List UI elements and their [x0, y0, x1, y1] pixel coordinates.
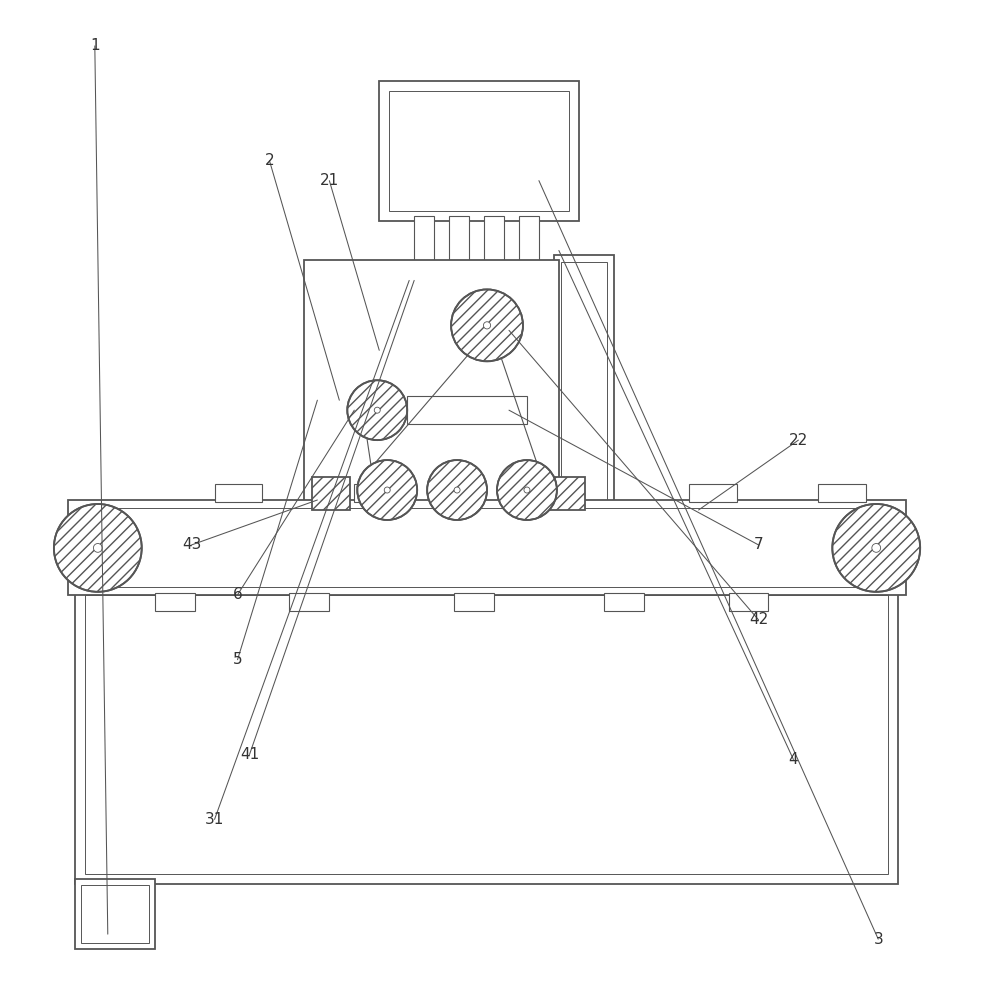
Circle shape	[451, 289, 523, 361]
Bar	[312, 477, 350, 510]
Bar	[454, 593, 494, 611]
Circle shape	[483, 322, 491, 329]
Bar	[105, 508, 869, 587]
Bar	[75, 879, 155, 949]
Bar	[689, 484, 737, 502]
Bar	[68, 500, 906, 595]
Circle shape	[374, 407, 380, 413]
Bar	[389, 91, 569, 211]
Circle shape	[54, 504, 142, 592]
Circle shape	[357, 460, 417, 520]
Text: 41: 41	[240, 747, 259, 762]
Bar	[407, 396, 527, 424]
Bar	[215, 484, 262, 502]
Bar	[604, 593, 644, 611]
Circle shape	[347, 380, 407, 440]
Bar	[729, 593, 768, 611]
Circle shape	[524, 487, 530, 493]
Text: 3: 3	[873, 932, 883, 947]
Bar	[818, 484, 866, 502]
Bar	[561, 262, 607, 518]
Bar	[289, 593, 329, 611]
Text: 1: 1	[90, 38, 100, 53]
Circle shape	[872, 544, 880, 552]
Text: 42: 42	[748, 612, 768, 627]
Bar	[449, 216, 469, 280]
Bar	[554, 255, 614, 525]
Circle shape	[832, 504, 920, 592]
Bar	[519, 216, 539, 280]
Text: 4: 4	[788, 752, 798, 767]
Bar	[414, 216, 434, 280]
Bar	[155, 593, 195, 611]
Text: 6: 6	[233, 587, 243, 602]
Circle shape	[497, 460, 557, 520]
Text: 5: 5	[233, 652, 243, 667]
Text: 22: 22	[788, 433, 808, 448]
Text: 43: 43	[182, 537, 202, 552]
Circle shape	[384, 487, 390, 493]
Bar	[484, 216, 504, 280]
Bar	[379, 81, 579, 221]
Bar	[81, 885, 149, 943]
Bar	[547, 477, 585, 510]
Text: 31: 31	[205, 812, 225, 827]
Circle shape	[94, 544, 102, 552]
Text: 7: 7	[753, 537, 763, 552]
Bar	[354, 484, 402, 502]
Bar	[85, 595, 888, 874]
Circle shape	[427, 460, 487, 520]
Circle shape	[454, 487, 460, 493]
Bar	[75, 585, 898, 884]
Bar	[529, 484, 577, 502]
Text: 2: 2	[264, 153, 274, 168]
Bar	[304, 260, 559, 525]
Text: 21: 21	[319, 173, 339, 188]
